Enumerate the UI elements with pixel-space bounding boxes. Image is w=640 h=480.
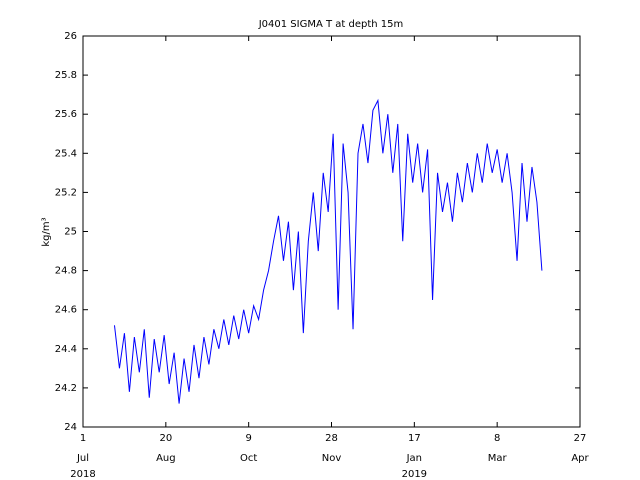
y-tick-label: 25.8 — [55, 70, 77, 81]
x-tick-month: Apr — [571, 453, 589, 464]
x-tick-month: Jan — [406, 453, 422, 464]
x-tick-label: 20 — [159, 433, 172, 444]
y-tick-label: 24.6 — [55, 305, 77, 316]
x-tick-month: Mar — [488, 453, 508, 464]
x-tick-month: Oct — [240, 453, 257, 464]
data-line — [113, 98, 543, 404]
chart-title: J0401 SIGMA T at depth 15m — [258, 19, 404, 30]
y-tick-label: 25 — [64, 227, 77, 238]
y-tick-label: 26 — [64, 31, 77, 42]
y-tick-label: 25.6 — [55, 109, 77, 120]
x-tick-label: 8 — [494, 433, 500, 444]
x-tick-label: 27 — [574, 433, 587, 444]
y-tick-label: 24.4 — [55, 344, 77, 355]
y-tick-label: 24.2 — [55, 383, 77, 394]
x-tick-year: 2019 — [402, 469, 427, 480]
y-tick-label: 24 — [64, 422, 77, 433]
y-axis-label: kg/m³ — [41, 217, 52, 246]
x-tick-month: Nov — [322, 453, 342, 464]
y-tick-label: 25.2 — [55, 187, 77, 198]
x-tick-label: 17 — [408, 433, 421, 444]
y-tick-label: 24.8 — [55, 266, 77, 277]
x-tick-year: 2018 — [70, 469, 95, 480]
y-tick-label: 25.4 — [55, 148, 77, 159]
x-tick-label: 1 — [80, 433, 86, 444]
x-tick-label: 28 — [325, 433, 338, 444]
x-tick-label: 9 — [245, 433, 251, 444]
x-tick-month: Aug — [156, 453, 176, 464]
x-tick-month: Jul — [76, 453, 89, 464]
